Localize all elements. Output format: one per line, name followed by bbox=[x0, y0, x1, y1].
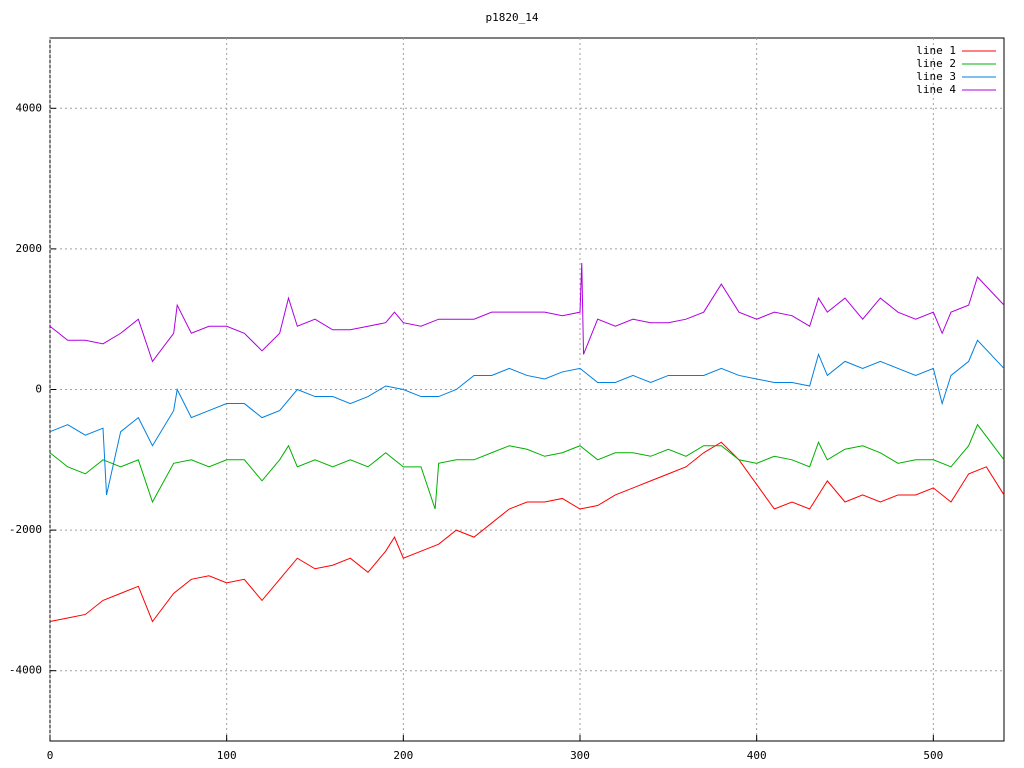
x-tick-label: 100 bbox=[217, 749, 237, 762]
y-tick-label: -2000 bbox=[9, 523, 42, 536]
x-tick-label: 500 bbox=[923, 749, 943, 762]
data-line bbox=[49, 262, 1005, 363]
chart-title: p1820_14 bbox=[486, 11, 539, 24]
x-tick-label: 300 bbox=[570, 749, 590, 762]
data-line bbox=[49, 423, 1005, 510]
x-tick-label: 200 bbox=[393, 749, 413, 762]
y-tick-label: -4000 bbox=[9, 664, 42, 677]
data-line bbox=[49, 339, 1005, 496]
y-tick-label: 2000 bbox=[16, 242, 43, 255]
x-tick-label: 0 bbox=[47, 749, 54, 762]
legend-label: line 2 bbox=[916, 57, 956, 70]
x-tick-label: 400 bbox=[747, 749, 767, 762]
y-tick-label: 4000 bbox=[16, 101, 43, 114]
y-tick-label: 0 bbox=[35, 383, 42, 396]
legend-label: line 4 bbox=[916, 83, 956, 96]
legend-label: line 1 bbox=[916, 44, 956, 57]
data-line bbox=[49, 441, 1005, 623]
legend-label: line 3 bbox=[916, 70, 956, 83]
